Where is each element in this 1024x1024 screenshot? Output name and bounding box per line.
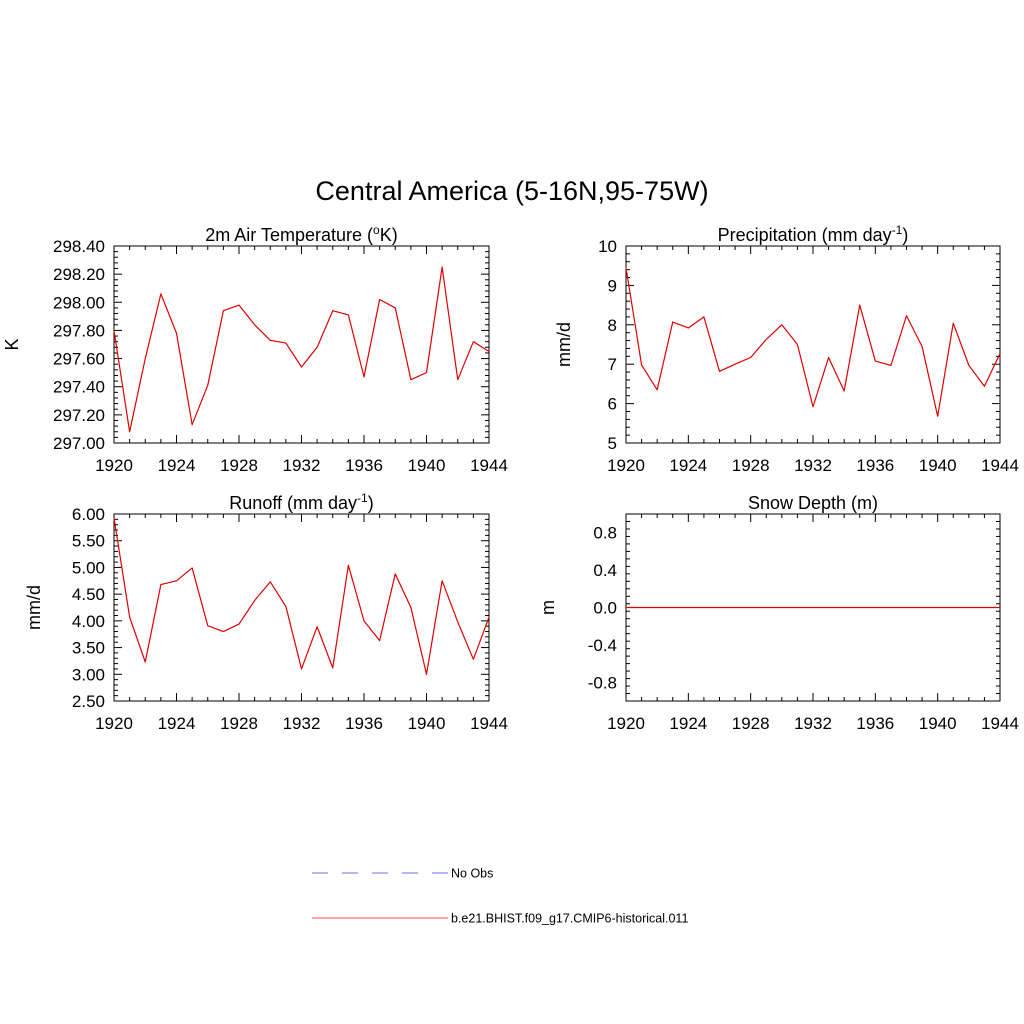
panel-temperature: 1920 1924 1928 1932 1936 1940 1944 297.00 297.20… [2,223,508,475]
y-tick-label: 5 [608,434,617,453]
x-tick-label: 1924 [158,714,196,733]
figure-title: Central America (5-16N,95-75W) [315,176,708,206]
x-tick-label: 1924 [669,456,707,475]
plot-frame [113,245,490,444]
x-tick-label: 1932 [794,714,832,733]
plot-frame [625,245,1001,444]
x-tick-label: 1932 [283,456,321,475]
panel-precipitation: 1920 1924 1928 1932 1936 1940 1944 5 6 7 8 9 10 mm/d P… [554,223,1019,475]
panels-group: 1920 1924 1928 1932 1936 1940 1944 297.00 297.20… [2,223,1019,733]
y-tick-label: 0.8 [593,524,617,543]
y-tick-label: 297.00 [53,434,105,453]
panel-title: Precipitation (mm day-1) [718,223,909,245]
y-tick-label: 4.00 [72,612,105,631]
y-tick-label: -0.4 [588,636,617,655]
y-axis-label: m [538,600,558,615]
y-tick-label: 0.4 [593,561,617,580]
y-tick-label: 297.80 [53,321,105,340]
x-tick-label: 1944 [981,714,1019,733]
x-tick-label: 1944 [470,714,508,733]
x-tick-label: 1944 [981,456,1019,475]
y-axis-label: K [2,338,22,350]
x-tick-label: 1920 [607,714,645,733]
x-tick-label: 1924 [669,714,707,733]
y-tick-label: 297.20 [53,406,105,425]
x-tick-label: 1936 [856,456,894,475]
y-tick-label: 0.0 [593,599,617,618]
x-tick-label: 1940 [919,714,957,733]
x-tick-label: 1928 [732,456,770,475]
y-tick-label: 2.50 [72,692,105,711]
y-tick-label: 10 [598,237,617,256]
y-tick-label: -0.8 [588,673,617,692]
y-axis-label: mm/d [554,322,574,367]
x-tick-label: 1936 [345,456,383,475]
series-line-precipitation [625,267,1001,417]
plot-frame [113,513,490,702]
y-tick-label: 6.00 [72,505,105,524]
x-tick-label: 1920 [95,714,133,733]
x-tick-label: 1924 [158,456,196,475]
x-tick-label: 1936 [345,714,383,733]
y-tick-label: 5.50 [72,532,105,551]
x-tick-label: 1940 [408,456,446,475]
y-tick-label: 298.20 [53,265,105,284]
legend-label-no-obs: No Obs [451,867,493,881]
legend-label-model: b.e21.BHIST.f09_g17.CMIP6-historical.011 [451,912,688,926]
panel-runoff: 1920 1924 1928 1932 1936 1940 1944 2.50 3.00 3.50… [24,491,508,733]
y-tick-label: 3.00 [72,665,105,684]
y-tick-label: 6 [608,395,617,414]
y-tick-label: 5.00 [72,558,105,577]
y-tick-label: 298.40 [53,237,105,256]
y-tick-label: 298.00 [53,293,105,312]
x-tick-label: 1932 [283,714,321,733]
series-line-temperature [113,266,490,433]
x-tick-label: 1940 [919,456,957,475]
x-tick-label: 1936 [856,714,894,733]
panel-title: 2m Air Temperature (oK) [205,223,397,245]
x-tick-label: 1932 [794,456,832,475]
panel-title: Runoff (mm day-1) [229,491,373,513]
y-tick-label: 3.50 [72,639,105,658]
x-tick-label: 1928 [220,714,258,733]
x-tick-label: 1920 [607,456,645,475]
x-tick-label: 1944 [470,456,508,475]
legend: No Obs b.e21.BHIST.f09_g17.CMIP6-historic… [312,867,688,926]
y-axis-label: mm/d [24,585,44,630]
y-tick-label: 297.60 [53,350,105,369]
y-tick-label: 297.40 [53,378,105,397]
panel-title: Snow Depth (m) [748,493,878,513]
panel-snow-depth: 1920 1924 1928 1932 1936 1940 1944 -0.8 -0.4 0.0 0… [538,493,1019,733]
y-tick-label: 4.50 [72,585,105,604]
y-tick-label: 7 [608,355,617,374]
series-line-runoff [113,517,490,675]
x-tick-label: 1940 [408,714,446,733]
x-tick-label: 1920 [95,456,133,475]
x-tick-label: 1928 [220,456,258,475]
y-tick-label: 8 [608,316,617,335]
y-tick-label: 9 [608,276,617,295]
x-tick-label: 1928 [732,714,770,733]
